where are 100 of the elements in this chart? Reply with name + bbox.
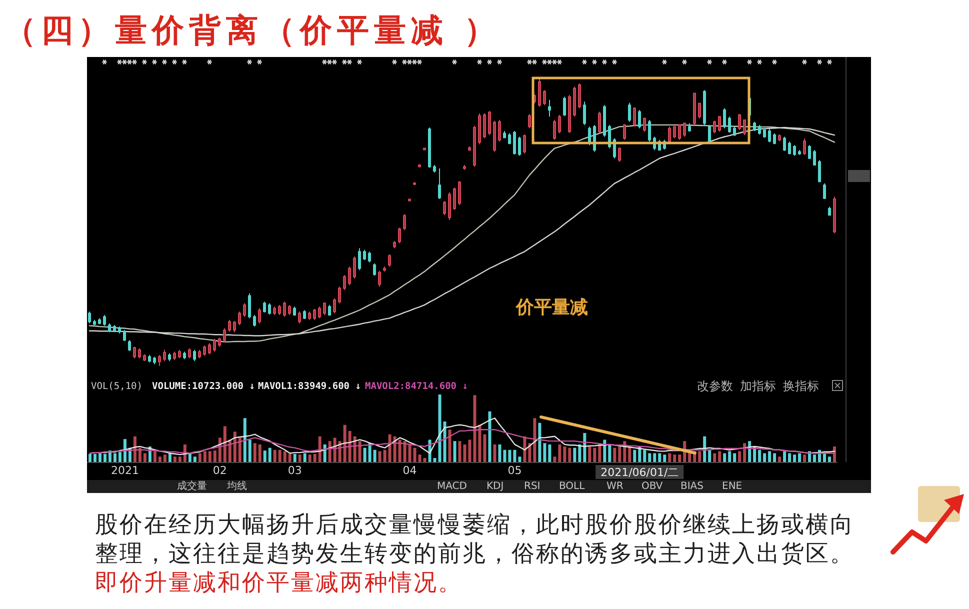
candlestick: [203, 345, 206, 356]
candlestick: [798, 150, 801, 156]
candlestick: [108, 322, 111, 333]
bar: [193, 456, 196, 462]
bar: [698, 451, 702, 462]
bar: [503, 450, 506, 462]
text: VOLUME:10723.000 ↓: [152, 381, 255, 392]
candlestick: [598, 111, 601, 134]
candlestick: [473, 125, 476, 168]
bar: [88, 454, 92, 462]
candlestick: [383, 266, 386, 272]
candlestick: [668, 126, 671, 144]
bar: [213, 450, 216, 462]
candlestick: [403, 214, 406, 231]
bar: [468, 440, 472, 462]
candlestick: [223, 328, 226, 342]
candlestick: [188, 348, 191, 359]
candlestick: [673, 126, 676, 139]
bar: [568, 448, 572, 462]
bar: [333, 438, 336, 462]
text: ENE: [722, 481, 742, 493]
candlestick: [718, 116, 721, 132]
bar: [508, 450, 512, 462]
bar: [278, 450, 282, 462]
candlestick: [198, 349, 201, 359]
bar: [248, 440, 252, 462]
candlestick: [218, 337, 221, 348]
candlestick: [488, 110, 491, 136]
bar: [368, 443, 372, 462]
candlestick: [478, 112, 481, 145]
candlestick: [758, 124, 761, 135]
text: MAVOL1:83949.600 ↓: [258, 381, 361, 392]
bar: [433, 458, 436, 462]
bar: [758, 450, 762, 462]
candlestick: [398, 227, 401, 244]
candlestick: [808, 144, 811, 160]
candlestick: [458, 180, 461, 206]
candlestick: [788, 141, 791, 155]
bar: [768, 451, 772, 462]
bar: [168, 453, 172, 462]
bar: [558, 444, 562, 462]
candlestick: [133, 346, 136, 359]
candlestick: [483, 112, 486, 139]
bar: [743, 443, 746, 462]
candlestick: [448, 192, 451, 220]
chart-title: （四）量价背离（价平量减 ）: [4, 10, 502, 51]
bar: [258, 444, 262, 462]
candlestick: [113, 324, 116, 333]
x-tick-label: 05: [508, 464, 522, 477]
text: 加指标: [740, 379, 776, 394]
bar: [98, 453, 102, 462]
candlestick: [438, 168, 441, 200]
bar: [178, 456, 182, 462]
x-tick-label: 02: [212, 464, 227, 477]
bar: [803, 454, 806, 462]
candlestick: [553, 120, 556, 140]
bar: [153, 451, 156, 462]
bar: [208, 451, 212, 462]
text: BIAS: [680, 481, 704, 493]
bar: [133, 436, 136, 462]
candlestick: [283, 301, 286, 318]
candlestick: [428, 127, 431, 168]
bar: [363, 448, 366, 462]
bar: [398, 440, 402, 462]
bar: [723, 453, 726, 462]
candlestick: [828, 206, 831, 216]
candlestick: [148, 354, 151, 363]
candlestick: [143, 354, 146, 362]
candlestick: [618, 146, 621, 162]
bar: [493, 444, 496, 462]
candlestick: [348, 266, 351, 286]
candlestick: [558, 114, 561, 134]
candlestick: [638, 109, 641, 129]
candlestick: [463, 164, 466, 170]
candlestick: [568, 94, 571, 134]
candlestick: [123, 330, 126, 342]
text: 即价升量减和价平量减两种情况。: [95, 570, 462, 598]
candlestick: [273, 306, 276, 316]
candlestick: [338, 286, 341, 304]
candlestick: [548, 99, 551, 118]
bar: [448, 430, 452, 462]
bar: [608, 444, 612, 462]
candlestick: [263, 301, 266, 313]
candlestick: [333, 298, 336, 314]
bar: [348, 430, 352, 462]
candlestick: [603, 104, 606, 138]
candlestick: [493, 120, 496, 152]
candlestick: [158, 354, 161, 366]
candlestick: [318, 306, 321, 319]
bar: [753, 446, 756, 462]
candlestick: [408, 198, 411, 202]
candlestick: [833, 196, 836, 234]
candlestick: [528, 114, 531, 129]
candlestick: [228, 319, 231, 332]
candlestick: [713, 120, 716, 134]
bar: [543, 443, 546, 462]
candlestick: [418, 164, 421, 168]
bar: [288, 454, 292, 462]
bar: [798, 453, 802, 462]
bar: [223, 426, 226, 462]
